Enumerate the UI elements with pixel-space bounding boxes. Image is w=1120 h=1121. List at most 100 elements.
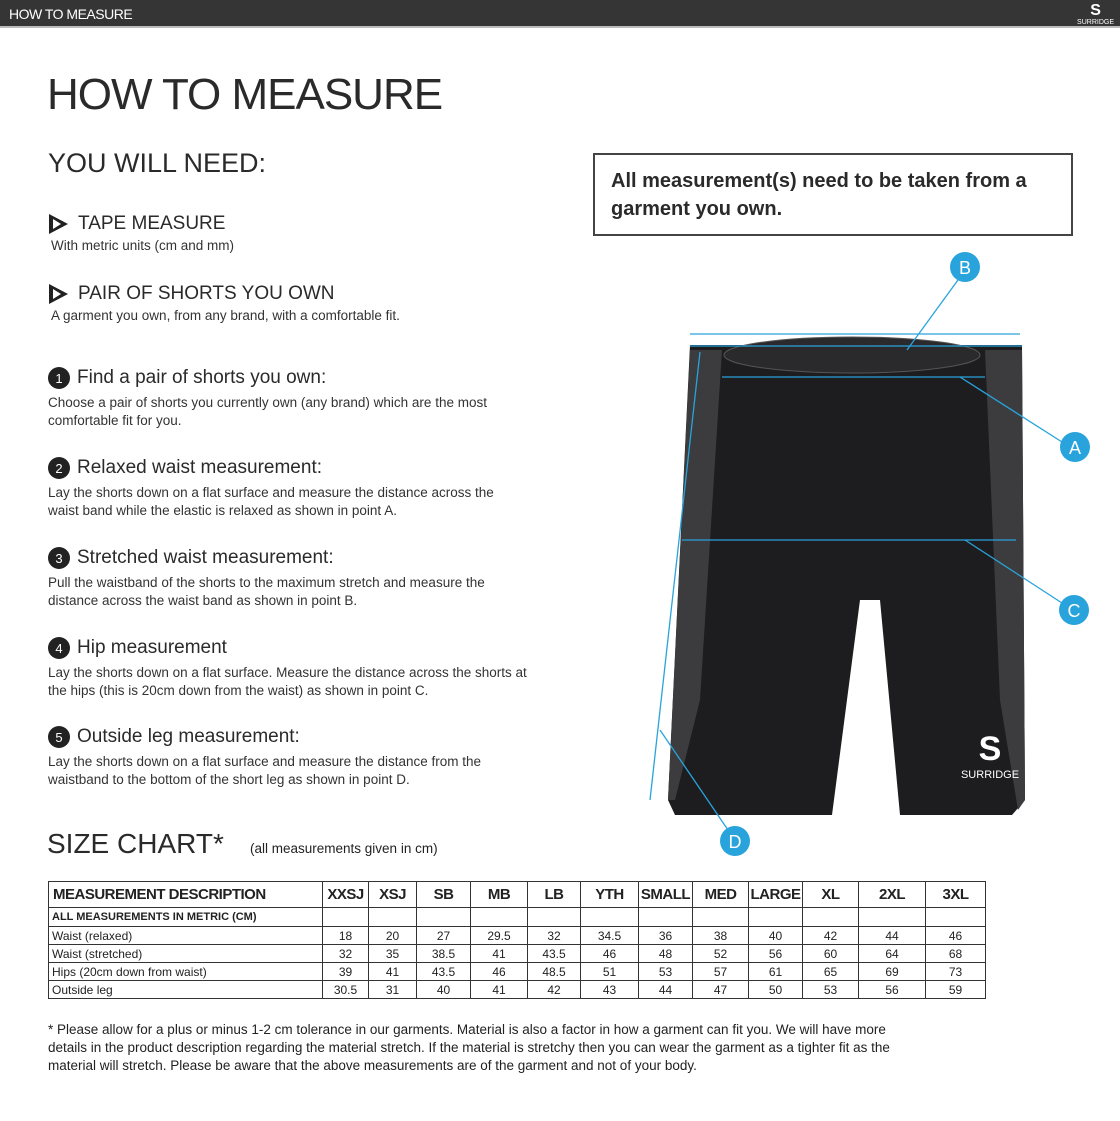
value-cell: 41 — [470, 980, 528, 999]
column-header-size: LB — [527, 881, 581, 908]
value-cell: 46 — [925, 926, 986, 945]
value-cell: 40 — [416, 980, 471, 999]
step-title: Relaxed waist measurement: — [77, 457, 322, 478]
step-title: Find a pair of shorts you own: — [77, 367, 327, 388]
step-2: 2 Relaxed waist measurement: Lay the shor… — [48, 457, 528, 520]
table-row: Waist (relaxed) 18 20 27 29.5 32 34.5 36 38 40 42 4… — [48, 926, 986, 945]
value-cell: 27 — [416, 926, 471, 945]
step-number: 1 — [48, 367, 70, 389]
garment-note: All measurement(s) need to be taken from… — [593, 153, 1073, 236]
column-header-description: MEASUREMENT DESCRIPTION — [48, 881, 323, 908]
empty-cell — [692, 907, 749, 927]
table-header-row: MEASUREMENT DESCRIPTION XXSJ XSJ SB MB LB YTH S… — [48, 881, 986, 908]
need-item-tape: TAPE MEASURE With metric units (cm and m… — [49, 213, 234, 253]
value-cell: 42 — [527, 980, 581, 999]
value-cell: 43 — [580, 980, 639, 999]
column-header-size: 3XL — [925, 881, 986, 908]
garment-logo-s: S — [979, 730, 1002, 768]
row-label: Waist (relaxed) — [48, 926, 323, 945]
size-chart-table: MEASUREMENT DESCRIPTION XXSJ XSJ SB MB LB YTH S… — [48, 881, 986, 999]
value-cell: 61 — [748, 962, 803, 981]
table-row: Hips (20cm down from waist) 39 41 43.5 46 48.… — [48, 962, 986, 981]
table-row: Outside leg 30.5 31 40 41 42 43 44 47 50 53 56 59 — [48, 980, 986, 999]
value-cell: 46 — [580, 944, 639, 963]
value-cell: 39 — [322, 962, 369, 981]
label-b-marker — [950, 252, 980, 282]
empty-cell — [368, 907, 417, 927]
value-cell: 40 — [748, 926, 803, 945]
value-cell: 44 — [858, 926, 926, 945]
value-cell: 53 — [802, 980, 859, 999]
value-cell: 38 — [692, 926, 749, 945]
value-cell: 56 — [748, 944, 803, 963]
value-cell: 50 — [748, 980, 803, 999]
value-cell: 73 — [925, 962, 986, 981]
leader-d — [659, 729, 729, 831]
label-markers — [720, 252, 1090, 856]
step-title: Outside leg measurement: — [77, 726, 300, 747]
value-cell: 57 — [692, 962, 749, 981]
value-cell: 60 — [802, 944, 859, 963]
top-bar-title: HOW TO MEASURE — [9, 6, 133, 22]
label-d: D — [729, 832, 742, 852]
empty-cell — [638, 907, 693, 927]
column-header-size: XL — [802, 881, 859, 908]
step-number: 2 — [48, 457, 70, 479]
value-cell: 34.5 — [580, 926, 639, 945]
value-cell: 41 — [470, 944, 528, 963]
value-cell: 46 — [470, 962, 528, 981]
footnote: * Please allow for a plus or minus 1-2 c… — [48, 1022, 890, 1073]
need-item-desc: A garment you own, from any brand, with … — [51, 308, 400, 323]
step-1: 1 Find a pair of shorts you own: Choose a… — [48, 367, 528, 430]
column-header-size: SB — [416, 881, 471, 908]
leader-c — [964, 539, 1063, 604]
need-item-title: PAIR OF SHORTS YOU OWN — [78, 283, 335, 304]
step-5: 5 Outside leg measurement: Lay the shorts… — [48, 726, 528, 789]
step-3: 3 Stretched waist measurement: Pull the w… — [48, 547, 528, 610]
empty-cell — [527, 907, 581, 927]
column-header-size: LARGE — [748, 881, 803, 908]
value-cell: 29.5 — [470, 926, 528, 945]
label-d-marker — [720, 826, 750, 856]
step-desc: Lay the shorts down on a flat surface. M… — [48, 665, 527, 698]
label-c: C — [1068, 601, 1081, 621]
column-header-size: YTH — [580, 881, 639, 908]
step-title: Hip measurement — [77, 637, 227, 658]
value-cell: 30.5 — [322, 980, 369, 999]
step-title: Stretched waist measurement: — [77, 547, 334, 568]
surridge-logo: S SURRIDGE — [1077, 2, 1114, 27]
value-cell: 18 — [322, 926, 369, 945]
need-item-title: TAPE MEASURE — [78, 213, 226, 234]
value-cell: 52 — [692, 944, 749, 963]
page-title: HOW TO MEASURE — [47, 70, 443, 119]
shorts-side-panel — [668, 350, 722, 800]
value-cell: 53 — [638, 962, 693, 981]
measure-d-line — [649, 351, 701, 801]
label-a: A — [1069, 438, 1081, 458]
value-cell: 31 — [368, 980, 417, 999]
need-item-desc: With metric units (cm and mm) — [51, 238, 235, 253]
step-desc: Choose a pair of shorts you currently ow… — [48, 395, 487, 428]
value-cell: 69 — [858, 962, 926, 981]
step-desc: Lay the shorts down on a flat surface an… — [48, 754, 481, 787]
value-cell: 41 — [368, 962, 417, 981]
play-arrow-icon — [49, 284, 68, 304]
waistband — [723, 336, 981, 374]
empty-cell — [580, 907, 639, 927]
table-subheader-row: ALL MEASUREMENTS IN METRIC (CM) — [48, 907, 986, 927]
step-number: 5 — [48, 726, 70, 748]
value-cell: 47 — [692, 980, 749, 999]
value-cell: 68 — [925, 944, 986, 963]
value-cell: 48 — [638, 944, 693, 963]
value-cell: 59 — [925, 980, 986, 999]
table-row: Waist (stretched) 32 35 38.5 41 43.5 46 48 52 56 6… — [48, 944, 986, 963]
empty-cell — [802, 907, 859, 927]
value-cell: 38.5 — [416, 944, 471, 963]
row-label: Waist (stretched) — [48, 944, 323, 963]
value-cell: 20 — [368, 926, 417, 945]
value-cell: 35 — [368, 944, 417, 963]
value-cell: 64 — [858, 944, 926, 963]
top-bar: HOW TO MEASURE S SURRIDGE — [0, 0, 1120, 28]
need-item-shorts: PAIR OF SHORTS YOU OWN A garment you own… — [49, 283, 400, 323]
